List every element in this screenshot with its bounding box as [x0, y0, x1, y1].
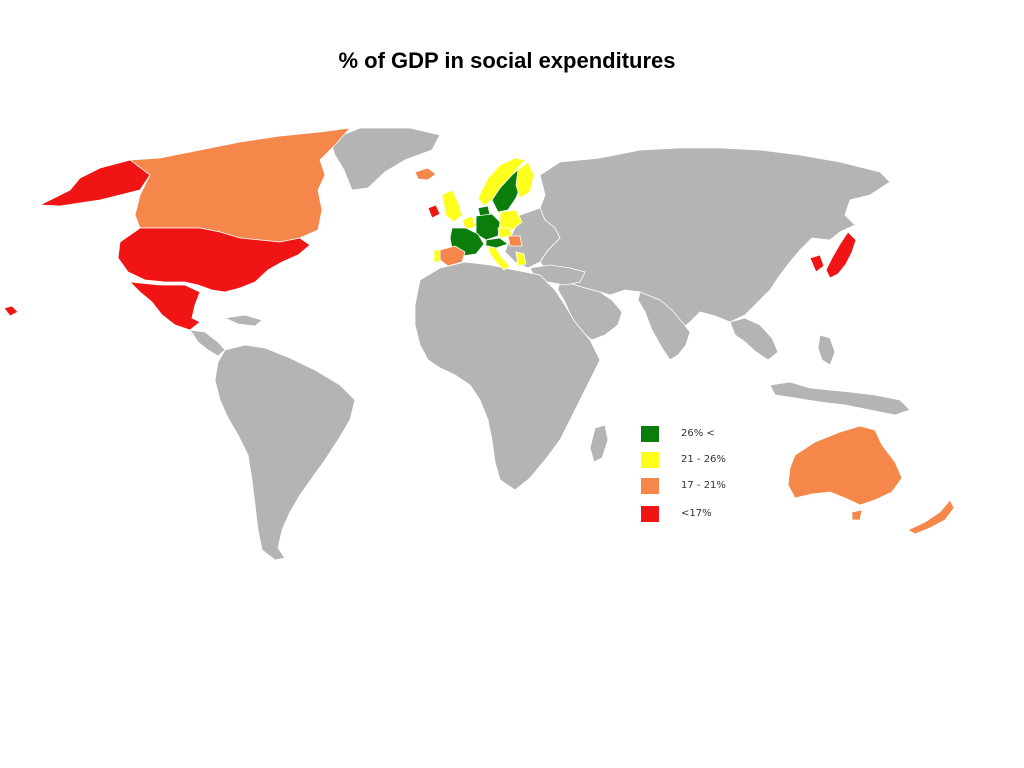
central-america [189, 329, 226, 357]
legend-item: 26% < [641, 426, 751, 444]
region-finland [515, 161, 535, 199]
greenland [329, 127, 441, 191]
region-greece [515, 251, 527, 267]
indian-subcontinent [637, 291, 691, 361]
legend-item: 17 - 21% [641, 478, 751, 496]
indonesia [769, 381, 911, 416]
legend-swatch [641, 506, 659, 522]
region-norway [477, 157, 526, 207]
south-america [214, 344, 356, 561]
legend-label: 21 - 26% [681, 454, 726, 465]
legend-swatch [641, 478, 659, 494]
region-ireland [427, 204, 441, 219]
region-tasmania [851, 509, 863, 521]
madagascar [589, 424, 609, 463]
southeast-asia [729, 317, 779, 361]
region-hungary [507, 235, 523, 247]
region-iceland [414, 167, 437, 181]
region-japan [825, 231, 857, 279]
map-title: % of GDP in social expenditures [338, 48, 676, 73]
region-united-states [117, 227, 311, 293]
arabian-peninsula [557, 279, 623, 341]
legend-item: 21 - 26% [641, 452, 751, 470]
region-austria [485, 237, 509, 249]
region-new-zealand [907, 499, 955, 535]
africa [414, 261, 601, 491]
legend-label: 26% < [681, 428, 715, 439]
region-canada [128, 127, 352, 243]
world-map-svg [3, 127, 955, 561]
legend-swatch [641, 426, 659, 442]
legend-label: 17 - 21% [681, 480, 726, 491]
legend-item: <17% [641, 506, 751, 524]
region-united-kingdom [441, 189, 463, 223]
region-mexico [128, 281, 201, 331]
region-australia [787, 425, 903, 506]
region-portugal [433, 249, 441, 263]
caribbean [223, 314, 263, 327]
legend-swatch [641, 452, 659, 468]
land-no-data [189, 127, 911, 561]
region-italy [487, 245, 511, 271]
world-map [0, 120, 1024, 580]
legend-label: <17% [681, 508, 712, 519]
region-hawaii [3, 305, 19, 317]
region-south-korea [809, 254, 825, 273]
philippines [817, 334, 836, 366]
region-poland [499, 209, 523, 231]
land-with-data [3, 127, 955, 535]
